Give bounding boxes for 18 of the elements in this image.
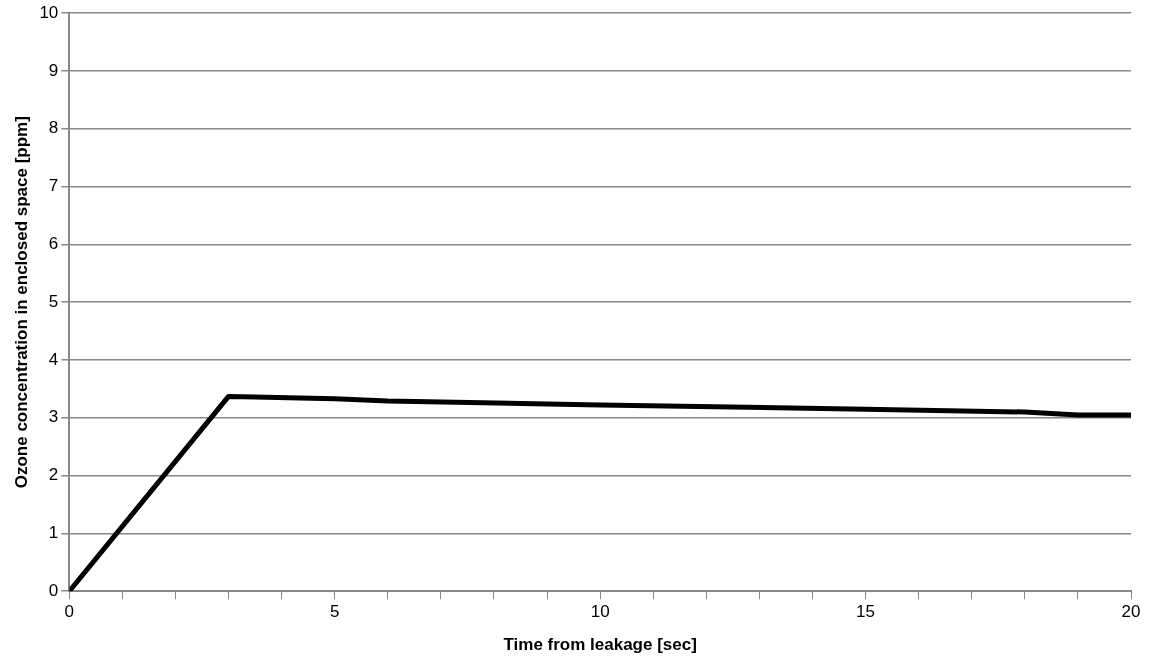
y-axis-title: Ozone concentration in enclosed space [ppm] bbox=[11, 116, 31, 489]
y-tick-label: 1 bbox=[48, 523, 59, 543]
x-tick-label: 5 bbox=[330, 602, 340, 622]
y-tick-label: 9 bbox=[48, 60, 59, 80]
y-tick-label: 0 bbox=[48, 580, 59, 600]
x-tick-label: 10 bbox=[590, 602, 610, 622]
x-tick-label: 0 bbox=[64, 602, 75, 622]
y-tick-label: 5 bbox=[48, 291, 59, 311]
x-axis-title: Time from leakage [sec] bbox=[503, 635, 697, 655]
x-tick-label: 20 bbox=[1121, 602, 1141, 622]
y-tick-label: 7 bbox=[48, 176, 59, 196]
y-tick-label: 8 bbox=[48, 118, 59, 138]
y-tick-label: 2 bbox=[48, 465, 59, 485]
x-tick-label: 15 bbox=[856, 602, 876, 622]
y-tick-label: 10 bbox=[39, 2, 59, 22]
y-tick-label: 4 bbox=[48, 349, 59, 369]
y-tick-label: 6 bbox=[48, 234, 59, 254]
y-tick-label: 3 bbox=[48, 407, 59, 427]
